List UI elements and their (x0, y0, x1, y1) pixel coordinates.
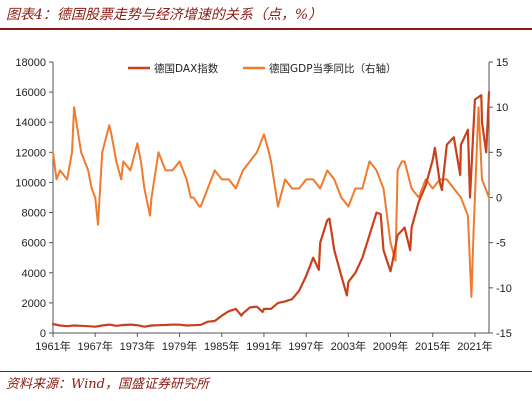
x-tick-label: 1991年 (246, 339, 281, 353)
x-tick-label: 1985年 (204, 339, 239, 353)
right-tick-label: 10 (496, 102, 508, 114)
right-tick-label: 0 (496, 193, 502, 205)
x-tick-label: 1973年 (120, 339, 155, 353)
left-tick-label: 4000 (22, 268, 46, 280)
left-tick-label: 6000 (22, 238, 46, 250)
legend-label-gdp: 德国GDP当季同比（右轴） (269, 62, 397, 75)
source-note: 资料来源：Wind，国盛证券研究所 (6, 377, 209, 392)
left-tick-label: 2000 (22, 298, 46, 310)
series-layer (51, 90, 491, 328)
gdp-yoy-line (52, 106, 490, 298)
x-tick-label: 1997年 (288, 339, 323, 353)
source-rule (0, 371, 532, 372)
left-tick-label: 18000 (15, 57, 46, 69)
x-tick-label: 2009年 (373, 339, 408, 353)
x-tick-label: 2015年 (415, 339, 450, 353)
x-tick-label: 1961年 (35, 339, 70, 353)
left-tick-label: 16000 (15, 87, 46, 99)
right-tick-label: 15 (496, 57, 508, 69)
figure-title: 图表4：德国股票走势与经济增速的关系（点，%） (6, 7, 323, 23)
x-tick-label: 1979年 (162, 339, 197, 353)
legend: 德国DAX指数 德国GDP当季同比（右轴） (128, 62, 397, 75)
right-tick-label: -5 (496, 238, 506, 250)
right-tick-label: -10 (496, 283, 512, 295)
left-tick-label: 14000 (15, 117, 46, 129)
x-tick-label: 2003年 (331, 339, 366, 353)
x-tick-label: 1967年 (77, 339, 112, 353)
right-tick-label: -15 (496, 328, 512, 340)
left-tick-label: 8000 (22, 208, 46, 220)
dax-index-line (51, 90, 491, 328)
left-tick-label: 0 (40, 328, 46, 340)
title-rule (0, 28, 532, 30)
left-tick-label: 12000 (15, 147, 46, 159)
right-tick-label: 5 (496, 147, 502, 159)
legend-label-dax: 德国DAX指数 (154, 62, 219, 75)
x-tick-label: 2021年 (457, 339, 492, 353)
left-tick-label: 10000 (15, 177, 46, 189)
